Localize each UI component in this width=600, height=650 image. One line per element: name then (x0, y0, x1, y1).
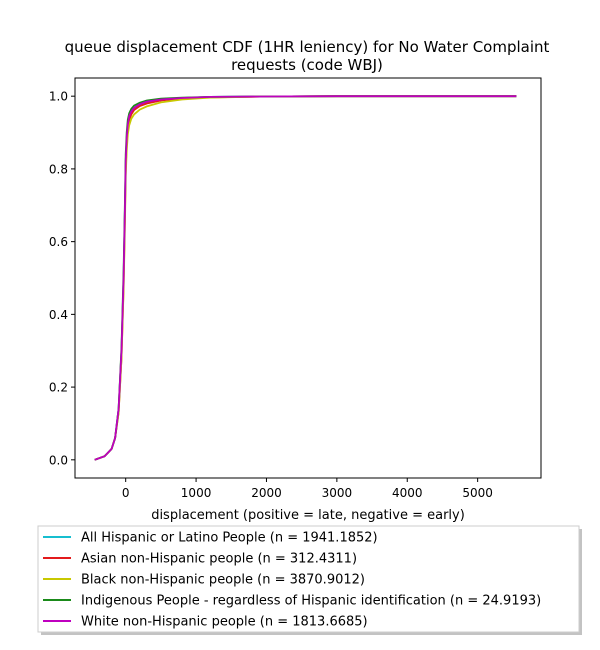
x-axis-ticks: 0 1000 2000 3000 4000 5000 (122, 478, 493, 500)
x-axis-label: displacement (positive = late, negative … (151, 508, 465, 523)
legend-label-2: Asian non-Hispanic people (n = 312.4311) (81, 552, 357, 567)
y-tick-label: 0.2 (49, 381, 68, 395)
series-line-5 (94, 95, 517, 461)
plot-frame (74, 77, 542, 479)
legend: All Hispanic or Latino People (n = 1941.… (37, 525, 582, 635)
x-tick-label: 0 (122, 486, 130, 500)
y-tick-label: 1.0 (49, 90, 68, 104)
x-tick-label: 1000 (181, 486, 212, 500)
x-tick-label: 5000 (462, 486, 493, 500)
y-axis-ticks: 0.0 0.2 0.4 0.6 0.8 1.0 (49, 90, 75, 467)
chart-title-line-2: requests (code WBJ) (231, 56, 383, 74)
x-tick-label: 3000 (322, 486, 353, 500)
legend-box (37, 525, 580, 633)
x-tick-label: 2000 (251, 486, 282, 500)
series-line-2 (94, 95, 517, 461)
y-tick-label: 0.0 (49, 453, 68, 467)
y-tick-label: 0.8 (49, 162, 68, 176)
x-tick-label: 4000 (392, 486, 423, 500)
legend-label-4: Indigenous People - regardless of Hispan… (81, 594, 541, 609)
chart-title: queue displacement CDF (1HR leniency) fo… (65, 38, 550, 74)
series-line-1 (94, 95, 517, 461)
legend-items: All Hispanic or Latino People (n = 1941.… (43, 531, 541, 630)
series-line-3 (94, 95, 517, 461)
series-line-4 (94, 95, 517, 461)
legend-label-1: All Hispanic or Latino People (n = 1941.… (81, 531, 378, 546)
y-tick-label: 0.4 (49, 308, 68, 322)
legend-label-5: White non-Hispanic people (n = 1813.6685… (81, 615, 368, 630)
chart-title-line-1: queue displacement CDF (1HR leniency) fo… (65, 38, 550, 56)
legend-label-3: Black non-Hispanic people (n = 3870.9012… (81, 573, 365, 588)
series-layer (94, 95, 517, 461)
y-tick-label: 0.6 (49, 235, 68, 249)
